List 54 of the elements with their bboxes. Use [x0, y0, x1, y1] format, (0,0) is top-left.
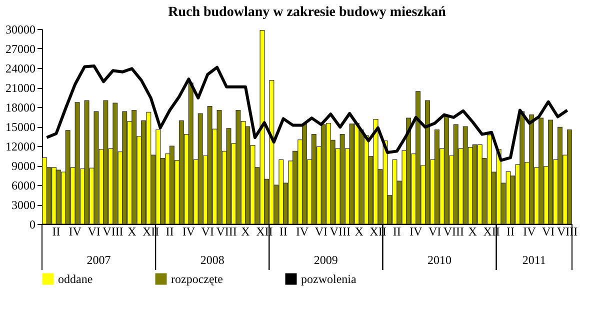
bar — [226, 128, 232, 224]
x-tick-label: IV — [410, 224, 422, 238]
y-tick-label: 6000 — [12, 178, 36, 192]
x-tick-label: VI — [542, 224, 555, 238]
x-tick-label: X — [241, 224, 250, 238]
y-tick-label: 9000 — [12, 159, 36, 173]
x-tick-label: X — [354, 224, 364, 238]
y-tick-label: 30000 — [6, 22, 36, 36]
bar — [42, 157, 48, 224]
bar — [566, 129, 572, 224]
x-tick-label: X — [128, 224, 137, 238]
x-tick-label: VIII — [216, 224, 237, 238]
text: 2011 — [522, 253, 546, 267]
legend-label: rozpoczęte — [171, 272, 223, 286]
x-tick-label: VI — [314, 224, 328, 238]
x-tick-label: VI — [88, 224, 100, 238]
text: 2008 — [200, 253, 224, 267]
x-tick-label: II — [166, 224, 174, 238]
x-tick-label: IV — [68, 224, 82, 238]
x-tick-label: IV — [523, 224, 536, 238]
x-tick-label: II — [52, 224, 60, 238]
y-tick-label: 24000 — [6, 62, 36, 76]
x-tick-label: II — [392, 224, 401, 238]
text: 2010 — [428, 253, 452, 267]
y-tick-label: 12000 — [6, 140, 36, 154]
bar — [122, 111, 128, 224]
x-tick-label: IV — [296, 224, 309, 238]
bar — [94, 111, 99, 224]
text: 2009 — [314, 253, 338, 267]
x-tick-label: VIII — [330, 224, 350, 238]
y-tick-label: 27000 — [6, 42, 36, 56]
x-tick-label: II — [279, 224, 288, 238]
chart-title: Ruch budowlany w zakresie budowy mieszkań — [168, 5, 446, 20]
x-tick-label: IV — [182, 224, 196, 238]
y-tick-label: 18000 — [6, 100, 36, 114]
y-tick-label: 21000 — [6, 81, 36, 95]
bar — [112, 102, 118, 224]
y-tick-label: 3000 — [12, 198, 36, 212]
bar — [84, 100, 90, 224]
legend-label: pozwolenia — [301, 272, 357, 286]
x-tick-label: VIII — [102, 224, 124, 238]
x-tick-label: II — [506, 224, 514, 238]
bar — [216, 110, 222, 224]
y-tick-label: 15000 — [6, 120, 36, 134]
x-tick-label: VI — [201, 224, 214, 238]
x-tick-label: X — [468, 224, 478, 238]
x-tick-label: VI — [428, 224, 442, 238]
bar — [520, 111, 525, 224]
line-series — [45, 64, 569, 162]
text: 2007 — [86, 253, 111, 267]
legend-label: oddane — [58, 272, 93, 286]
bar — [103, 100, 108, 224]
y-tick-label: 0 — [30, 218, 36, 232]
x-tick-label: VIII — [443, 224, 464, 238]
